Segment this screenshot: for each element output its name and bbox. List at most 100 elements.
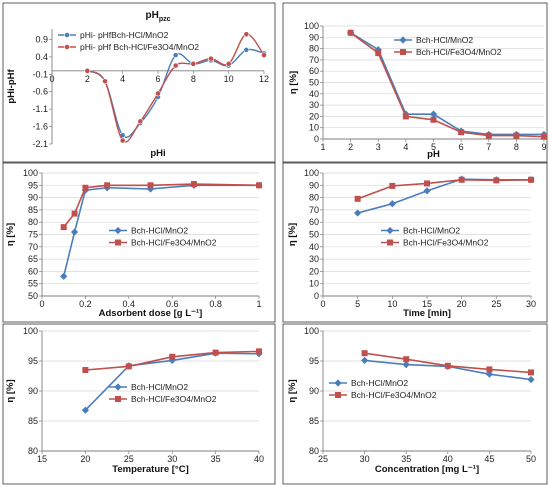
data-point bbox=[168, 356, 176, 364]
legend-label: Bch-HCl/Fe3O4/MnO2 bbox=[403, 238, 489, 248]
legend-swatch-marker bbox=[114, 383, 122, 391]
y-tick-label: 100 bbox=[23, 326, 38, 336]
legend-label: Bch-HCl/Fe3O4/MnO2 bbox=[131, 394, 217, 404]
data-point bbox=[375, 50, 382, 57]
x-axis-label: Adsorbent dose [g L⁻¹] bbox=[99, 308, 203, 319]
y-tick-label: 60 bbox=[309, 66, 319, 76]
series-line bbox=[357, 178, 531, 214]
panel-border bbox=[2, 161, 276, 323]
x-tick-label: 20 bbox=[80, 454, 90, 464]
y-tick-label: -2.1 bbox=[32, 139, 48, 149]
y-tick-label: 90 bbox=[309, 180, 319, 190]
panel-border bbox=[2, 2, 276, 164]
legend-entry-1: Bch-HCl/MnO2 bbox=[381, 226, 460, 236]
x-tick-label: 4 bbox=[403, 142, 408, 152]
data-point bbox=[84, 67, 91, 74]
y-tick-label: 70 bbox=[28, 242, 38, 252]
series-2 bbox=[347, 29, 547, 140]
legend-label: Bch-HCl/MnO2 bbox=[416, 35, 473, 45]
legend-label: Bch-HCl/MnO2 bbox=[403, 226, 460, 236]
legend-entry-2: Bch-HCl/Fe3O4/MnO2 bbox=[381, 238, 489, 248]
x-tick-label: 5 bbox=[431, 142, 436, 152]
chart-title: pHpzc bbox=[145, 10, 170, 23]
y-tick-label: 20 bbox=[309, 266, 319, 276]
y-tick-label: 60 bbox=[28, 266, 38, 276]
y-tick-label: 0 bbox=[314, 291, 319, 301]
y-tick-label: 80 bbox=[309, 446, 319, 456]
data-point bbox=[82, 367, 89, 373]
y-tick-label: 10 bbox=[309, 279, 319, 289]
x-tick-label: 6 bbox=[459, 142, 464, 152]
y-tick-label: 50 bbox=[28, 291, 38, 301]
data-point bbox=[82, 184, 89, 191]
y-tick-label: 90 bbox=[28, 193, 38, 203]
legend-swatch-marker bbox=[400, 49, 406, 55]
x-tick-label: 10 bbox=[224, 74, 234, 84]
x-tick-label: 4 bbox=[120, 74, 125, 84]
data-point bbox=[528, 176, 534, 183]
y-tick-label: 60 bbox=[309, 217, 319, 227]
data-point bbox=[190, 181, 197, 188]
data-point bbox=[493, 177, 500, 184]
panel-border bbox=[282, 161, 548, 323]
x-tick-label: 30 bbox=[167, 454, 177, 464]
series-line bbox=[350, 32, 545, 138]
x-tick-label: 2 bbox=[85, 74, 90, 84]
y-tick-label: 85 bbox=[309, 416, 319, 426]
data-point bbox=[81, 406, 89, 414]
data-point bbox=[528, 369, 534, 376]
legend-entry-2: Bch-HCl/Fe3O4/MnO2 bbox=[109, 238, 217, 248]
series-2 bbox=[354, 176, 534, 202]
y-axis-label: η [%] bbox=[288, 71, 299, 94]
series-2 bbox=[82, 348, 262, 373]
legend-swatch-marker bbox=[64, 32, 70, 38]
chart-title-subscript: pzc bbox=[159, 16, 171, 23]
y-tick-label: 90 bbox=[309, 386, 319, 396]
data-point bbox=[429, 110, 438, 118]
legend-swatch-marker bbox=[64, 44, 70, 50]
legend-label: Bch-HCl/MnO2 bbox=[131, 382, 188, 392]
data-point bbox=[458, 176, 465, 183]
data-point bbox=[430, 116, 437, 123]
series-2 bbox=[84, 31, 267, 144]
y-tick-label: 85 bbox=[28, 416, 38, 426]
data-point bbox=[256, 348, 262, 355]
y-tick-label: 90 bbox=[309, 32, 319, 42]
y-tick-label: 90 bbox=[28, 386, 38, 396]
legend-swatch-marker bbox=[386, 226, 394, 235]
legend-entry-2: Bch-HCl/Fe3O4/MnO2 bbox=[109, 394, 217, 404]
data-point bbox=[71, 210, 78, 217]
data-point bbox=[402, 361, 410, 369]
y-tick-label: 0.4 bbox=[35, 52, 48, 62]
data-point bbox=[208, 55, 214, 62]
panel-border bbox=[282, 2, 548, 164]
y-tick-label: 85 bbox=[28, 205, 38, 215]
y-tick-label: 40 bbox=[309, 89, 319, 99]
x-tick-label: 9 bbox=[541, 142, 546, 152]
y-tick-label: 50 bbox=[309, 230, 319, 240]
legend-label: Bch-HCl/Fe3O4/MnO2 bbox=[131, 238, 217, 248]
x-tick-label: 0 bbox=[320, 299, 325, 309]
data-point bbox=[424, 180, 430, 187]
legend-swatch-marker bbox=[335, 392, 341, 398]
y-tick-label: -1.1 bbox=[32, 104, 48, 114]
y-tick-label: 100 bbox=[304, 326, 319, 336]
x-axis-label: pHi bbox=[150, 148, 165, 159]
data-point bbox=[172, 62, 179, 69]
y-tick-label: 100 bbox=[23, 168, 38, 178]
series-1 bbox=[84, 47, 267, 139]
series-line bbox=[357, 178, 532, 200]
data-point bbox=[256, 182, 262, 189]
data-point bbox=[225, 60, 232, 67]
x-tick-label: 0.8 bbox=[209, 299, 222, 309]
data-point bbox=[70, 228, 79, 236]
y-tick-label: 80 bbox=[309, 44, 319, 54]
data-point bbox=[60, 224, 67, 231]
data-point bbox=[389, 182, 396, 189]
x-tick-label: 8 bbox=[191, 74, 196, 84]
chart-panel-1: -2.1 -1.6 -1.1 -0.6 -0.1 0.4 0.9 0 2 4 6 8 10 12 pHi pH… bbox=[2, 2, 276, 164]
data-point bbox=[388, 200, 396, 208]
x-tick-label: 25 bbox=[491, 299, 501, 309]
legend-entry-2: Bch-HCl/Fe3O4/MnO2 bbox=[394, 47, 502, 57]
y-axis-label: η [%] bbox=[5, 379, 16, 402]
